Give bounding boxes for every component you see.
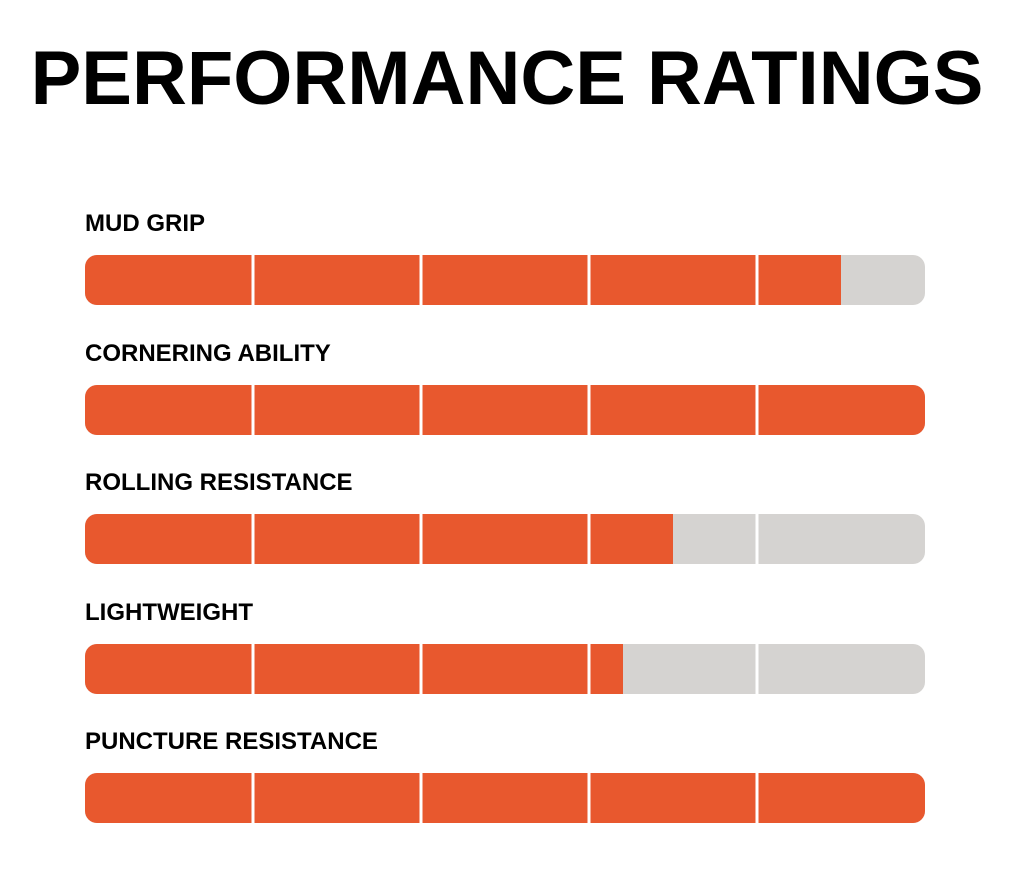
rating-fill-rolling-resistance xyxy=(85,514,673,564)
segment-divider xyxy=(419,514,423,564)
segment-divider xyxy=(755,514,759,564)
segment-divider xyxy=(419,773,423,823)
segment-divider xyxy=(755,255,759,305)
rating-fill-cornering-ability xyxy=(85,384,925,435)
rating-label-cornering-ability: CORNERING ABILITY xyxy=(85,339,331,367)
rating-row: PUNCTURE RESISTANCE xyxy=(85,724,925,854)
segment-divider xyxy=(251,773,255,823)
segment-divider xyxy=(251,255,255,305)
segment-divider xyxy=(419,643,423,694)
rating-label-puncture-resistance: PUNCTURE RESISTANCE xyxy=(85,728,378,755)
segment-divider xyxy=(419,384,423,435)
rating-bar-cornering-ability xyxy=(85,384,925,435)
rating-label-lightweight: LIGHTWEIGHT xyxy=(85,598,253,626)
rating-row: MUD GRIP xyxy=(85,206,925,336)
segment-divider xyxy=(587,255,591,305)
rating-bar-puncture-resistance xyxy=(85,773,925,823)
rating-fill-lightweight xyxy=(85,643,623,694)
segment-divider xyxy=(755,773,759,823)
segment-divider xyxy=(587,643,591,694)
segment-divider xyxy=(419,255,423,305)
segment-divider xyxy=(755,643,759,694)
ratings-chart: MUD GRIP CORNERING ABILITY ROLLING RESIS… xyxy=(85,206,925,854)
segment-divider xyxy=(755,384,759,435)
segment-divider xyxy=(251,643,255,694)
rating-bar-rolling-resistance xyxy=(85,514,925,564)
rating-row: ROLLING RESISTANCE xyxy=(85,465,925,595)
rating-fill-puncture-resistance xyxy=(85,773,925,823)
segment-divider xyxy=(587,773,591,823)
rating-fill-mud-grip xyxy=(85,255,841,305)
segment-divider xyxy=(251,384,255,435)
segment-divider xyxy=(251,514,255,564)
segment-divider xyxy=(587,384,591,435)
rating-label-rolling-resistance: ROLLING RESISTANCE xyxy=(85,469,353,496)
page-title: PERFORMANCE RATINGS xyxy=(30,36,984,121)
rating-label-mud-grip: MUD GRIP xyxy=(85,210,205,237)
rating-row: CORNERING ABILITY xyxy=(85,336,925,466)
rating-row: LIGHTWEIGHT xyxy=(85,595,925,725)
rating-bar-mud-grip xyxy=(85,255,925,305)
rating-bar-lightweight xyxy=(85,643,925,694)
segment-divider xyxy=(587,514,591,564)
